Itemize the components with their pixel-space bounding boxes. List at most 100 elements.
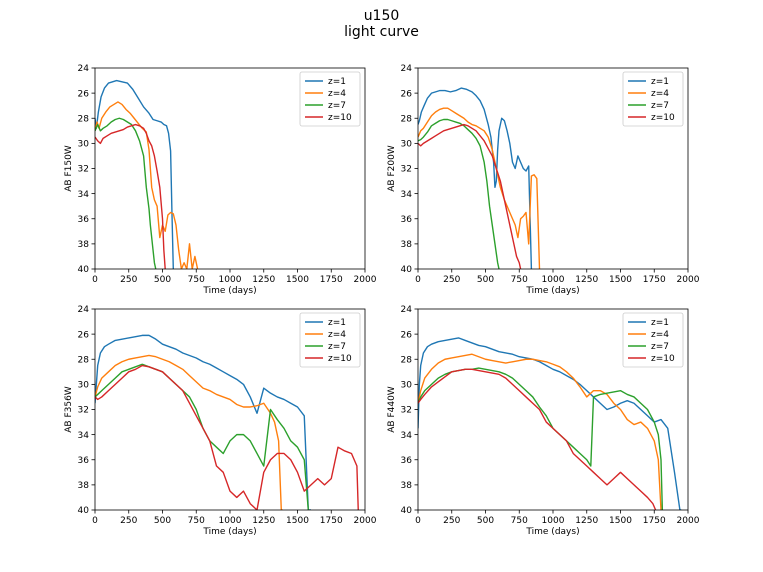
legend-label: z=4 (651, 330, 669, 340)
x-tick-label: 1000 (542, 516, 565, 526)
legend: z=1 z=4 z=7 z=10 (622, 312, 684, 368)
y-tick-label: 38 (78, 240, 90, 250)
y-tick-label: 26 (401, 89, 413, 99)
y-tick-label: 34 (401, 431, 413, 441)
series-line-z-10 (95, 364, 359, 510)
legend-label: z=1 (328, 77, 346, 87)
x-axis-label: Time (days) (202, 286, 256, 296)
x-tick-label: 750 (188, 275, 205, 285)
y-tick-label: 30 (78, 140, 90, 150)
y-tick-label: 28 (78, 355, 90, 365)
x-axis-label: Time (days) (525, 527, 579, 537)
x-tick-label: 500 (154, 275, 171, 285)
y-tick-label: 40 (401, 265, 413, 275)
y-tick-label: 32 (401, 165, 412, 175)
x-tick-label: 0 (415, 516, 421, 526)
x-tick-label: 1750 (643, 516, 666, 526)
legend-label: z=1 (651, 318, 669, 328)
legend-label: z=10 (328, 354, 352, 364)
legend: z=1 z=4 z=7 z=10 (299, 71, 361, 127)
legend-box (299, 71, 361, 127)
y-tick-label: 24 (401, 305, 413, 315)
x-tick-label: 2000 (354, 275, 377, 285)
y-tick-label: 32 (78, 406, 89, 416)
y-tick-label: 30 (401, 140, 413, 150)
legend-label: z=4 (328, 89, 346, 99)
y-tick-label: 40 (78, 265, 90, 275)
series-line-z-7 (418, 367, 664, 510)
y-tick-label: 36 (78, 456, 90, 466)
y-tick-label: 38 (401, 481, 413, 491)
x-tick-label: 2000 (677, 275, 700, 285)
x-tick-label: 250 (443, 516, 460, 526)
x-tick-label: 1250 (252, 516, 275, 526)
x-tick-label: 2000 (677, 516, 700, 526)
x-tick-label: 500 (477, 516, 494, 526)
x-tick-label: 1000 (542, 275, 565, 285)
y-tick-label: 40 (401, 506, 413, 516)
x-tick-label: 750 (188, 516, 205, 526)
x-tick-label: 250 (120, 275, 137, 285)
y-tick-label: 26 (78, 330, 90, 340)
x-tick-label: 750 (511, 275, 528, 285)
series-line-z-1 (95, 334, 311, 510)
x-tick-label: 500 (477, 275, 494, 285)
x-tick-label: 0 (92, 275, 98, 285)
y-tick-label: 38 (401, 240, 413, 250)
chart-panel-4: 0 250 500 750 1000 1250 1500 1750 2000 24 26 28 30 32… (387, 305, 700, 537)
y-tick-label: 26 (78, 89, 90, 99)
y-tick-label: 24 (78, 305, 90, 315)
legend-label: z=10 (651, 354, 675, 364)
chart-panel-3: 0 250 500 750 1000 1250 1500 1750 2000 24 26 28 30 32… (64, 305, 377, 537)
x-tick-label: 1250 (575, 275, 598, 285)
series-line-z-7 (95, 363, 309, 510)
y-tick-label: 36 (78, 215, 90, 225)
y-axis-label: AB F356W (64, 386, 74, 433)
series-line-z-7 (418, 118, 500, 269)
y-axis-label: AB F150W (64, 145, 74, 192)
x-tick-label: 0 (92, 516, 98, 526)
x-tick-label: 1250 (575, 516, 598, 526)
x-tick-label: 1500 (286, 516, 309, 526)
y-tick-label: 38 (78, 481, 90, 491)
legend-label: z=7 (328, 101, 346, 111)
x-tick-label: 750 (511, 516, 528, 526)
x-tick-label: 0 (415, 275, 421, 285)
y-tick-label: 24 (78, 64, 90, 74)
x-tick-label: 250 (120, 516, 137, 526)
y-axis-label: AB F200W (387, 145, 397, 192)
x-tick-label: 250 (443, 275, 460, 285)
chart-panel-2: 0 250 500 750 1000 1250 1500 1750 2000 24 26 28 30 32… (387, 64, 700, 296)
legend-label: z=1 (328, 318, 346, 328)
legend: z=1 z=4 z=7 z=10 (299, 312, 361, 368)
legend-label: z=7 (651, 101, 669, 111)
series-group (95, 79, 199, 269)
x-tick-label: 1000 (219, 516, 242, 526)
legend-box (622, 71, 684, 127)
y-tick-label: 36 (401, 456, 413, 466)
y-tick-label: 32 (78, 165, 89, 175)
x-tick-label: 1500 (609, 516, 632, 526)
legend-label: z=10 (651, 113, 675, 123)
legend-label: z=1 (651, 77, 669, 87)
y-tick-label: 26 (401, 330, 413, 340)
x-tick-label: 1500 (609, 275, 632, 285)
legend-label: z=7 (328, 342, 346, 352)
legend-label: z=4 (328, 330, 346, 340)
series-line-z-1 (418, 337, 682, 510)
series-line-z-4 (418, 107, 541, 269)
legend-label: z=7 (651, 342, 669, 352)
series-group (418, 87, 541, 269)
legend-box (299, 312, 361, 368)
series-line-z-4 (95, 101, 199, 269)
y-tick-label: 24 (401, 64, 413, 74)
legend-label: z=4 (651, 89, 669, 99)
x-axis-label: Time (days) (202, 527, 256, 537)
y-tick-label: 34 (78, 431, 90, 441)
x-tick-label: 500 (154, 516, 171, 526)
series-line-z-4 (95, 354, 283, 510)
y-tick-label: 34 (78, 190, 90, 200)
legend-box (622, 312, 684, 368)
series-line-z-10 (418, 123, 522, 269)
